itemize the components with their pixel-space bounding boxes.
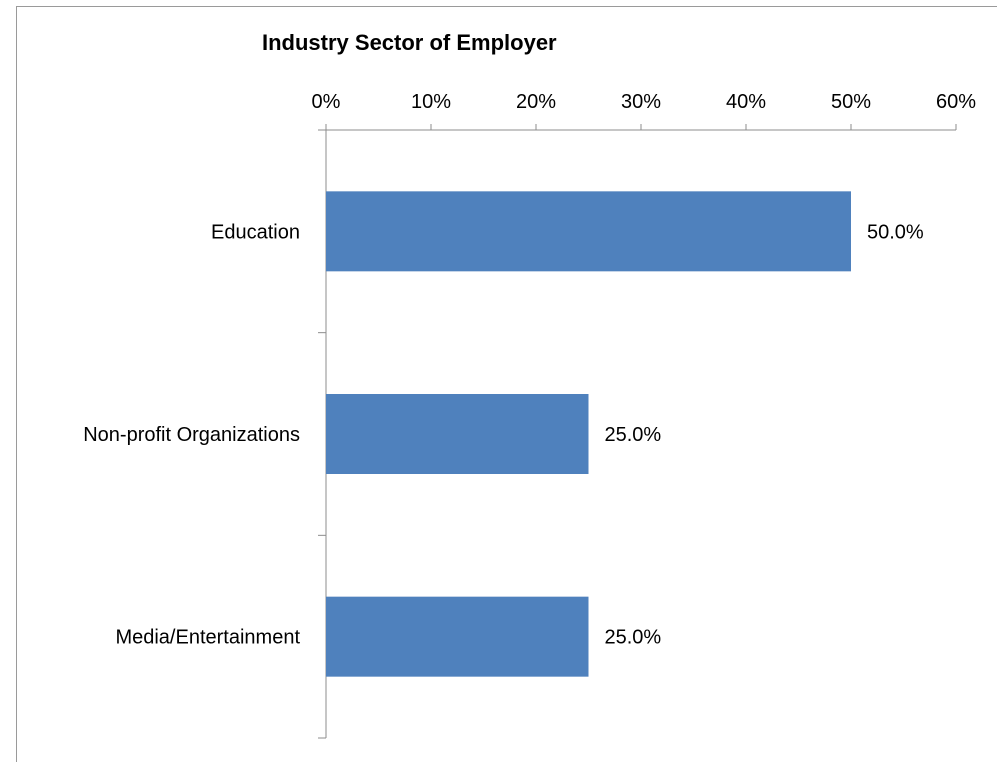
x-tick-label: 50%: [831, 91, 871, 113]
data-label: 50.0%: [867, 221, 924, 243]
category-label: Education: [211, 221, 300, 243]
x-tick-label: 0%: [312, 91, 341, 113]
data-label: 25.0%: [605, 424, 662, 446]
bar: [326, 596, 589, 677]
x-tick-label: 60%: [936, 91, 976, 113]
bar: [326, 394, 589, 474]
x-tick-label: 10%: [411, 91, 451, 113]
category-label: Media/Entertainment: [115, 627, 300, 649]
bar: [326, 191, 851, 272]
category-label: Non-profit Organizations: [83, 424, 300, 446]
chart-title: Industry Sector of Employer: [262, 30, 557, 55]
x-tick-label: 40%: [726, 91, 766, 113]
x-tick-label: 20%: [516, 91, 556, 113]
data-label: 25.0%: [605, 627, 662, 649]
x-tick-label: 30%: [621, 91, 661, 113]
